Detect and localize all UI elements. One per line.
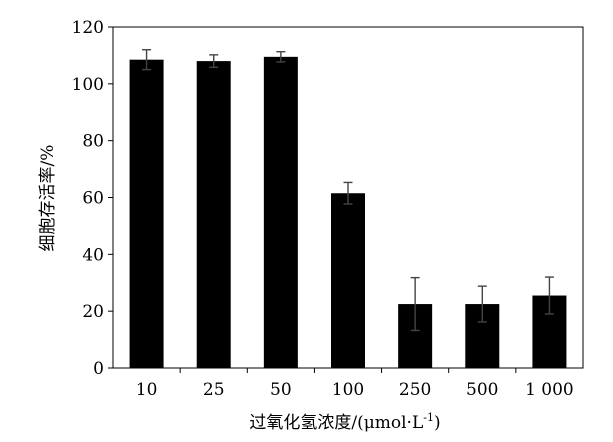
x-tick-label: 100	[332, 380, 364, 400]
bar	[331, 193, 365, 368]
x-axis-label-main: 过氧化氢浓度/(μmol·L	[249, 413, 423, 433]
x-tick-label: 10	[136, 380, 158, 400]
error-bar	[343, 181, 353, 205]
bar	[263, 56, 298, 369]
x-tick-label: 50	[270, 380, 292, 400]
x-axis-label: 过氧化氢浓度/(μmol·L-1)	[249, 411, 440, 433]
y-tick-label: 0	[93, 359, 104, 379]
bar	[196, 61, 231, 368]
x-axis-label-suffix: )	[434, 413, 441, 433]
bar	[129, 59, 164, 368]
x-tick-label: 25	[203, 380, 225, 400]
error-bar	[209, 54, 219, 69]
y-axis-ticks: 0 20 40 60 80 100 120	[72, 18, 113, 379]
y-tick-label: 120	[72, 18, 104, 38]
x-tick-label: 1 000	[525, 380, 574, 400]
bars-group	[129, 56, 567, 369]
y-tick-label: 80	[82, 132, 104, 152]
y-tick-label: 20	[82, 302, 104, 322]
error-bars-group	[142, 49, 554, 332]
y-tick-label: 40	[82, 245, 104, 265]
error-bar	[142, 49, 152, 71]
x-tick-label: 500	[466, 380, 498, 400]
error-bar	[276, 51, 286, 63]
error-bar	[544, 276, 554, 315]
x-axis-ticks: 10 25 50 100 250 500 1 000	[136, 368, 574, 400]
error-bar	[410, 276, 420, 332]
x-tick-label: 250	[399, 380, 431, 400]
y-tick-label: 100	[72, 75, 104, 95]
y-axis-label: 细胞存活率/%	[38, 145, 58, 252]
error-bar	[477, 285, 487, 323]
y-tick-label: 60	[82, 189, 104, 209]
x-axis-label-superscript: -1	[423, 411, 434, 424]
